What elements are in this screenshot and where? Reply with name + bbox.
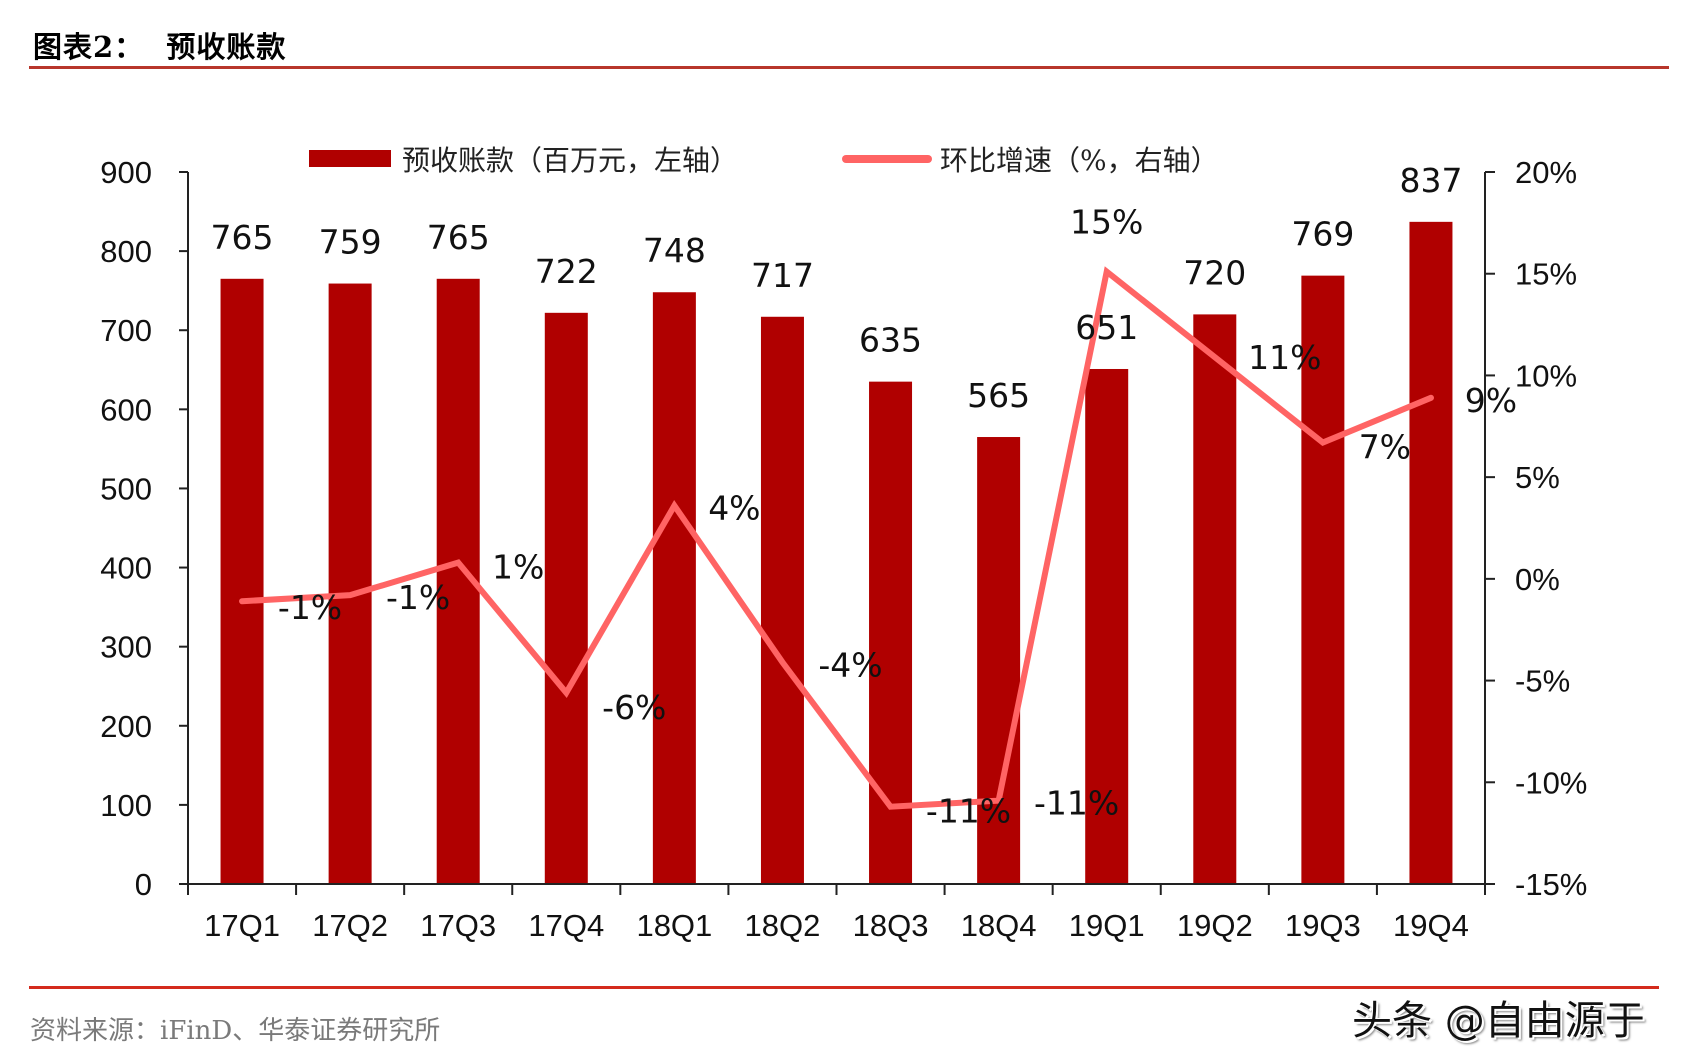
chart-legend: 预收账款（百万元，左轴） 环比增速（%，右轴） <box>309 144 1219 177</box>
bar-value-label: 720 <box>1183 253 1246 292</box>
line-series <box>239 266 1434 810</box>
x-axis-tick-label: 19Q1 <box>1069 908 1145 943</box>
bar <box>1301 275 1345 884</box>
x-axis-tick-label: 18Q2 <box>745 908 821 943</box>
header-rule <box>29 66 1669 69</box>
x-axis-tick-label: 17Q1 <box>204 908 280 943</box>
bar-value-label: 837 <box>1399 161 1462 200</box>
figure-title: 图表2： 预收账款 <box>33 30 287 64</box>
line-value-label: -4% <box>818 645 882 684</box>
line-value-label: 4% <box>708 489 760 528</box>
x-axis-tick-label: 19Q3 <box>1285 908 1361 943</box>
left-axis: 0 100 200 300 400 500 600 700 800 900 <box>100 155 189 902</box>
bar-value-label: 759 <box>319 223 382 262</box>
line-value-label: 7% <box>1359 428 1411 467</box>
x-axis: 17Q1 17Q2 17Q3 17Q4 18Q1 18Q2 18Q3 18Q4 19Q1 19Q2… <box>187 883 1487 943</box>
line-value-label: 9% <box>1465 381 1517 420</box>
growth-line <box>239 266 1434 810</box>
bar-value-label: 748 <box>643 231 706 270</box>
bar-series <box>220 221 1453 885</box>
x-axis-tick-label: 18Q4 <box>961 908 1037 943</box>
bar-value-label: 765 <box>427 218 490 257</box>
x-axis-tick-label: 18Q1 <box>636 908 712 943</box>
line-value-label: -11% <box>926 792 1011 831</box>
x-axis-tick-label: 17Q4 <box>528 908 604 943</box>
x-axis-tick-label: 17Q2 <box>312 908 388 943</box>
line-value-label: -6% <box>602 688 666 727</box>
bar-value-label: 635 <box>859 321 922 360</box>
bar-value-label: 717 <box>751 256 814 295</box>
right-axis-tick-label: 20% <box>1515 155 1577 190</box>
bar <box>544 312 588 885</box>
bar <box>869 381 913 884</box>
source-note: 资料来源：iFinD、华泰证券研究所 <box>30 1016 441 1046</box>
x-axis-tick-label: 19Q4 <box>1393 908 1469 943</box>
bar <box>328 283 372 885</box>
line-data-labels: -1% -1% 1% -6% 4% -4% -11% -11% 15% 11% 7% 9% <box>278 203 1517 831</box>
bar-value-label: 765 <box>211 218 274 257</box>
line-value-label: -1% <box>278 588 342 627</box>
legend-bar-label: 预收账款（百万元，左轴） <box>402 144 738 177</box>
left-axis-tick-label: 0 <box>135 867 152 902</box>
legend-line-label: 环比增速（%，右轴） <box>940 144 1219 177</box>
left-axis-tick-label: 900 <box>100 155 152 190</box>
line-value-label: 11% <box>1248 338 1321 377</box>
right-axis: -15% -10% -5% 0% 5% 10% 15% 20% <box>1484 155 1587 902</box>
bar <box>977 437 1021 884</box>
bar <box>1193 314 1237 884</box>
bar <box>1085 368 1129 884</box>
left-axis-tick-label: 200 <box>100 709 152 744</box>
x-axis-tick-label: 18Q3 <box>853 908 929 943</box>
left-axis-tick-label: 700 <box>100 313 152 348</box>
right-axis-tick-label: -5% <box>1515 664 1570 699</box>
left-axis-tick-label: 500 <box>100 471 152 506</box>
right-axis-tick-label: -15% <box>1515 867 1587 902</box>
line-value-label: -11% <box>1034 784 1119 823</box>
left-axis-tick-label: 300 <box>100 630 152 665</box>
bar <box>220 278 264 884</box>
line-value-label: -1% <box>386 578 450 617</box>
watermark: 头条 @自由源于 <box>1352 998 1645 1044</box>
bar-value-label: 722 <box>535 252 598 291</box>
left-axis-tick-label: 100 <box>100 788 152 823</box>
bar-value-label: 769 <box>1291 215 1354 254</box>
right-axis-tick-label: 5% <box>1515 460 1560 495</box>
chart: 预收账款（百万元，左轴） 环比增速（%，右轴） 0 100 200 300 400 500… <box>100 144 1587 943</box>
x-axis-tick-label: 17Q3 <box>420 908 496 943</box>
right-axis-tick-label: -10% <box>1515 765 1587 800</box>
right-axis-tick-label: 15% <box>1515 257 1577 292</box>
left-axis-tick-label: 800 <box>100 234 152 269</box>
footer-rule <box>29 986 1659 989</box>
x-axis-tick-label: 19Q2 <box>1177 908 1253 943</box>
line-value-label: 15% <box>1070 203 1143 242</box>
bar-data-labels: 765 759 765 722 748 717 635 565 651 720 769 837 <box>211 161 1463 415</box>
left-axis-tick-label: 600 <box>100 392 152 427</box>
right-axis-tick-label: 0% <box>1515 562 1560 597</box>
bar <box>652 292 696 884</box>
bar-value-label: 565 <box>967 376 1030 415</box>
bar <box>760 316 804 885</box>
legend-bar-swatch <box>309 150 391 167</box>
right-axis-tick-label: 10% <box>1515 358 1577 393</box>
line-value-label: 1% <box>492 548 544 587</box>
bar-value-label: 651 <box>1075 308 1138 347</box>
bar <box>1409 221 1453 885</box>
left-axis-tick-label: 400 <box>100 551 152 586</box>
